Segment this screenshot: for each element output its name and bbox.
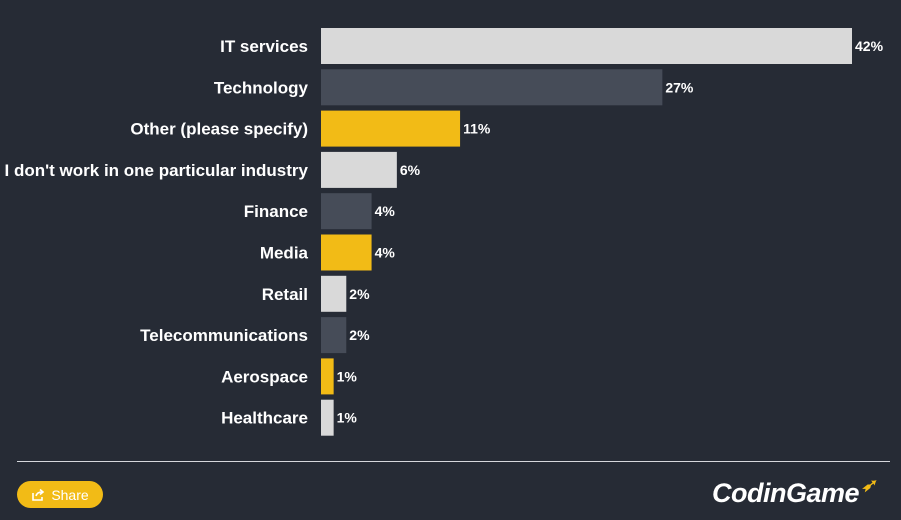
category-label: Technology xyxy=(214,78,309,97)
value-label: 1% xyxy=(337,368,358,384)
value-label: 4% xyxy=(375,203,396,219)
codingame-logo: CodinGame ➶ xyxy=(712,474,876,510)
category-label: Media xyxy=(260,244,309,263)
bar[interactable] xyxy=(321,358,334,395)
bar[interactable] xyxy=(321,317,347,354)
value-label: 2% xyxy=(349,327,370,343)
bar[interactable] xyxy=(321,399,334,436)
category-label: Healthcare xyxy=(221,409,308,428)
category-label: Telecommunications xyxy=(140,326,308,345)
value-label: 4% xyxy=(375,245,396,261)
category-label: Finance xyxy=(244,202,308,221)
value-label: 11% xyxy=(463,121,491,137)
logo-text: CodinGame xyxy=(712,477,860,508)
bar[interactable] xyxy=(321,275,347,312)
bar[interactable] xyxy=(321,151,397,188)
category-label: Retail xyxy=(262,285,308,304)
bar[interactable] xyxy=(321,69,663,106)
value-label: 1% xyxy=(337,410,358,426)
bar[interactable] xyxy=(321,234,372,271)
category-label: IT services xyxy=(220,37,308,56)
category-label: I don't work in one particular industry xyxy=(5,161,309,180)
bar-chart: IT services 42% Technology 27% Other (please… xyxy=(5,28,884,436)
share-icon xyxy=(31,488,45,502)
bar[interactable] xyxy=(321,193,372,230)
bar[interactable] xyxy=(321,28,852,64)
category-label: Aerospace xyxy=(221,367,308,386)
logo-accent-icon: ➶ xyxy=(861,474,876,495)
share-label: Share xyxy=(51,486,89,503)
share-button[interactable]: Share xyxy=(17,481,103,508)
bar[interactable] xyxy=(321,110,461,147)
category-label: Other (please specify) xyxy=(130,120,308,139)
value-label: 2% xyxy=(349,286,370,302)
value-label: 27% xyxy=(665,79,694,95)
footer-divider xyxy=(17,461,890,462)
value-label: 6% xyxy=(400,162,421,178)
value-label: 42% xyxy=(855,38,884,54)
